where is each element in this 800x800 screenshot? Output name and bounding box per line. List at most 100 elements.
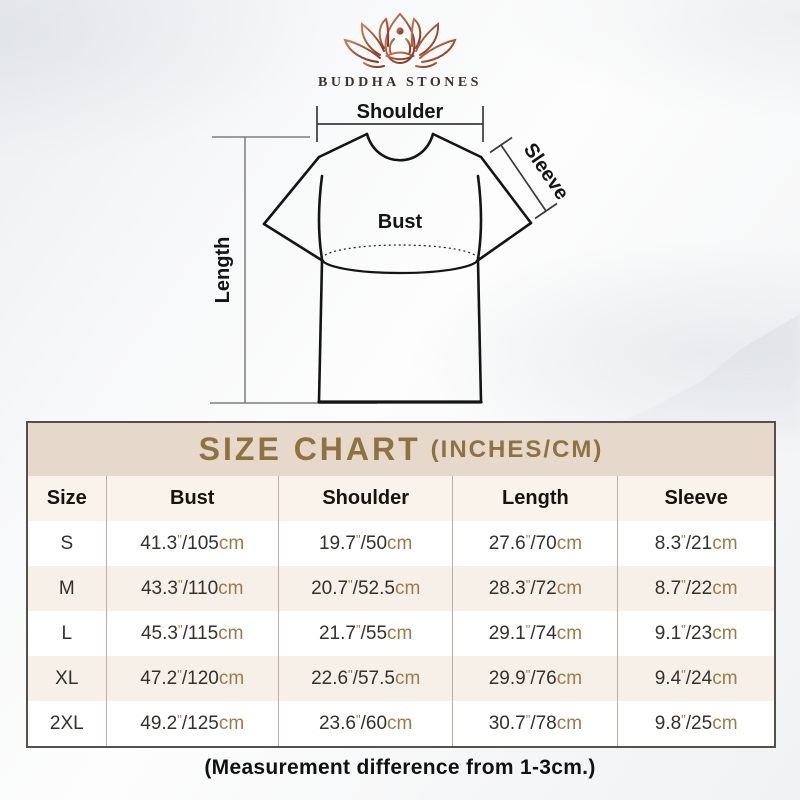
value-cm: /25: [685, 712, 713, 734]
cm-unit: cm: [387, 532, 413, 554]
value-cm: /60: [360, 712, 388, 734]
inch-mark: ": [348, 577, 353, 592]
bust-cell: 49.2 "/125 cm: [105, 701, 278, 746]
inch-mark: ": [525, 577, 531, 592]
inch-mark: ": [177, 577, 183, 592]
table-row-s: S 41.3 "/105 cm 19.7 "/50 cm 27.6 "/70 cm 8.3 "/21 c…: [28, 521, 774, 566]
sleeve-label: Sleeve: [519, 139, 573, 204]
inch-mark: ": [681, 712, 686, 727]
bust-label: Bust: [378, 211, 423, 233]
shoulder-cell: 23.6 "/60 cm: [277, 701, 453, 746]
value-inches: 28.3: [488, 577, 526, 599]
measurement-note: (Measurement difference from 1-3cm.): [204, 756, 596, 779]
value-cm: /115: [182, 622, 219, 644]
value-cm: /50: [360, 532, 388, 554]
value-cm: /22: [685, 577, 713, 599]
sleeve-cell: 9.8 "/25 cm: [617, 701, 774, 746]
sleeve-cell: 8.3 "/21 cm: [617, 521, 774, 566]
cm-unit: cm: [712, 622, 738, 644]
bust-cell: 43.3 "/110 cm: [105, 566, 278, 611]
shoulder-cell: 20.7 "/52.5 cm: [277, 566, 453, 611]
value-inches: 45.3: [140, 622, 178, 644]
column-header-length: Length: [452, 476, 618, 521]
value-cm: /120: [181, 667, 219, 689]
length-cell: 30.7 "/78 cm: [452, 701, 618, 746]
cm-unit: cm: [218, 712, 245, 734]
cm-unit: cm: [712, 532, 738, 554]
size-cell: M: [28, 566, 106, 611]
cm-unit: cm: [712, 577, 738, 599]
column-header-sleeve: Sleeve: [617, 476, 774, 521]
value-inches: 21.7: [318, 622, 356, 644]
table-row-l: L 45.3 "/115 cm 21.7 "/55 cm 29.1 "/74 cm 9.1 "/23 c…: [28, 611, 774, 656]
size-cell: XL: [28, 656, 106, 701]
cm-unit: cm: [556, 577, 583, 599]
brand-name: BUDDHA STONES: [318, 75, 482, 90]
value-cm: /57.5: [352, 667, 395, 689]
size-cell: 2XL: [28, 701, 106, 746]
value-cm: /74: [530, 622, 557, 644]
cm-unit: cm: [556, 712, 583, 734]
cm-unit: cm: [218, 667, 245, 689]
inch-mark: ": [525, 667, 531, 682]
length-cell: 27.6 "/70 cm: [452, 521, 618, 566]
cm-unit: cm: [556, 667, 583, 689]
shoulder-cell: 22.6 "/57.5 cm: [277, 656, 453, 701]
length-cell: 28.3 "/72 cm: [452, 566, 618, 611]
value-inches: 29.1: [488, 622, 526, 644]
table-row-m: M 43.3 "/110 cm 20.7 "/52.5 cm 28.3 "/72 cm 8.7 "/2…: [28, 566, 774, 611]
cm-unit: cm: [218, 622, 244, 644]
value-inches: 8.7: [654, 577, 682, 599]
cm-unit: cm: [387, 622, 413, 644]
cm-unit: cm: [218, 577, 244, 599]
cm-unit: cm: [394, 667, 421, 689]
tshirt-measurement-diagram: Length Shoulder Sleeve Bust: [210, 101, 573, 404]
size-cell: L: [28, 611, 106, 656]
cm-unit: cm: [712, 712, 738, 734]
value-cm: /23: [685, 622, 713, 644]
cm-unit: cm: [712, 667, 738, 689]
shoulder-cell: 19.7 "/50 cm: [277, 521, 453, 566]
inch-mark: ": [355, 622, 361, 637]
value-inches: 19.7: [318, 532, 356, 554]
cm-unit: cm: [218, 532, 245, 554]
column-header-bust: Bust: [105, 476, 278, 521]
size-chart-title-main: SIZE CHART: [198, 431, 421, 467]
column-header-shoulder: Shoulder: [277, 476, 453, 521]
shoulder-label: Shoulder: [357, 101, 444, 123]
inch-mark: ": [525, 532, 531, 547]
length-label: Length: [212, 237, 234, 304]
cm-unit: cm: [394, 577, 421, 599]
value-inches: 22.6: [311, 667, 349, 689]
value-inches: 30.7: [488, 712, 526, 734]
value-cm: /125: [181, 712, 219, 734]
value-cm: /78: [530, 712, 557, 734]
inch-mark: ": [348, 667, 353, 682]
value-cm: /76: [530, 667, 557, 689]
size-cell: S: [28, 521, 106, 566]
table-body: S 41.3 "/105 cm 19.7 "/50 cm 27.6 "/70 cm 8.3 "/21 c…: [28, 521, 774, 746]
table-header-row: Size Bust Shoulder Length Sleeve: [28, 476, 774, 521]
brand-header: BUDDHA STONES: [0, 10, 800, 91]
bust-cell: 41.3 "/105 cm: [105, 521, 278, 566]
value-inches: 23.6: [318, 712, 356, 734]
cm-unit: cm: [387, 712, 413, 734]
inch-mark: ": [681, 667, 686, 682]
value-cm: /105: [181, 532, 219, 554]
length-cell: 29.1 "/74 cm: [452, 611, 618, 656]
inch-mark: ": [681, 577, 686, 592]
value-inches: 9.4: [654, 667, 682, 689]
inch-mark: ": [681, 532, 686, 547]
value-cm: /70: [530, 532, 557, 554]
sleeve-cell: 9.1 "/23 cm: [617, 611, 774, 656]
value-inches: 41.3: [140, 532, 178, 554]
bust-cell: 47.2 "/120 cm: [105, 656, 278, 701]
value-inches: 9.8: [654, 712, 682, 734]
inch-mark: ": [177, 622, 183, 637]
value-inches: 49.2: [140, 712, 178, 734]
bust-cell: 45.3 "/115 cm: [105, 611, 278, 656]
table-row-2xl: 2XL 49.2 "/125 cm 23.6 "/60 cm 30.7 "/78 cm 9.8 "/2…: [28, 701, 774, 746]
value-inches: 29.9: [488, 667, 526, 689]
value-cm: /55: [360, 622, 388, 644]
